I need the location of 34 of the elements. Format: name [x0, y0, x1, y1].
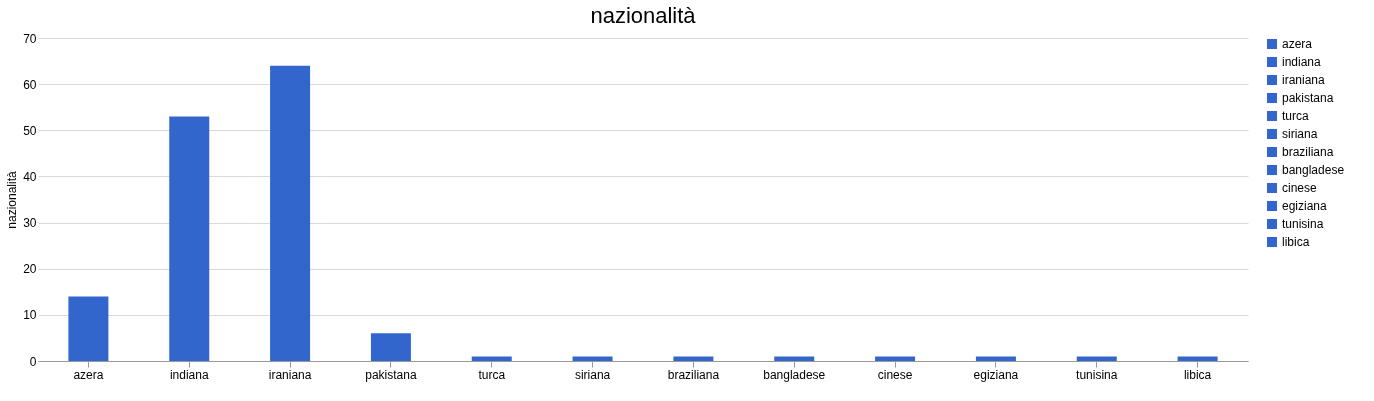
legend-label: azera: [1282, 37, 1313, 51]
x-tick-label: iraniana: [268, 367, 312, 382]
y-axis-title: nazionalità: [5, 170, 20, 229]
legend-label: libica: [1282, 235, 1310, 249]
x-tick-label: cinese: [877, 367, 913, 382]
legend-label: siriana: [1282, 127, 1318, 141]
legend-label: tunisina: [1282, 217, 1324, 231]
chart-title: nazionalità: [590, 3, 697, 28]
legend-label: pakistana: [1282, 91, 1334, 105]
y-tick-label: 20: [23, 262, 37, 277]
y-tick-label: 30: [23, 216, 37, 231]
x-tick-label: pakistana: [365, 367, 417, 382]
y-tick-label: 40: [23, 169, 37, 184]
x-tick-label: turca: [478, 367, 506, 382]
x-tick-label: braziliana: [667, 367, 720, 382]
x-tick-label: siriana: [574, 367, 611, 382]
legend-label: indiana: [1282, 55, 1322, 69]
y-tick-label: 0: [29, 354, 37, 369]
legend-label: iraniana: [1282, 73, 1326, 87]
legend-label: turca: [1282, 109, 1309, 123]
x-tick-label: tunisina: [1076, 367, 1118, 382]
x-tick-label: indiana: [169, 367, 209, 382]
y-tick-label: 10: [23, 308, 37, 323]
x-tick-label: bangladese: [763, 367, 826, 382]
x-tick-label: egiziana: [973, 367, 1019, 382]
y-tick-label: 60: [23, 77, 37, 92]
legend-label: bangladese: [1282, 163, 1345, 177]
legend-label: egiziana: [1282, 199, 1328, 213]
y-tick-label: 70: [23, 31, 37, 46]
legend-label: braziliana: [1282, 145, 1334, 159]
legend-label: cinese: [1282, 181, 1318, 195]
x-tick-label: libica: [1183, 367, 1212, 382]
y-tick-label: 50: [23, 123, 37, 138]
x-tick-label: azera: [73, 367, 104, 382]
